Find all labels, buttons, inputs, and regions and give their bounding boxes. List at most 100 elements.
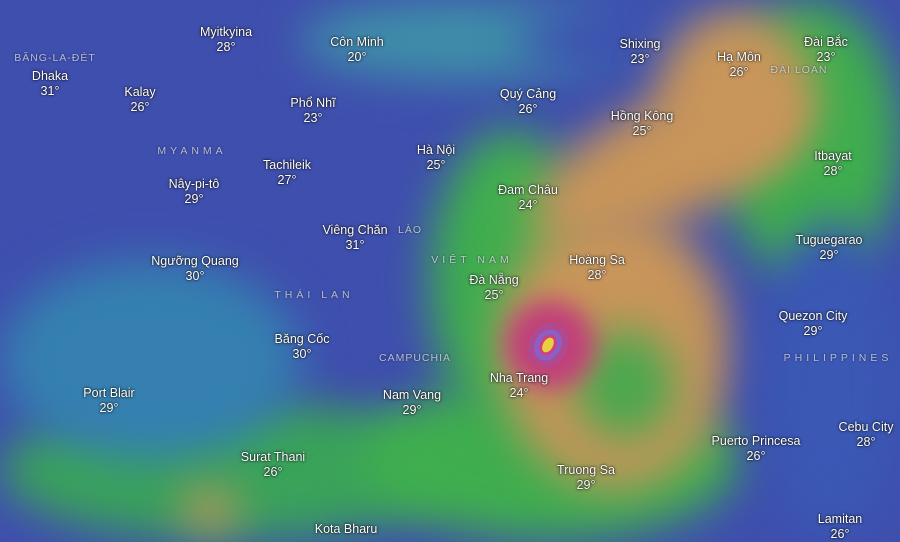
city-temperature: 27°: [277, 173, 297, 187]
country-label: PHILIPPINES: [783, 352, 893, 364]
city-label[interactable]: Myitkyina 28°: [200, 25, 252, 55]
city-label[interactable]: Nây-pi-tô 29°: [169, 177, 220, 207]
city-temperature: 25°: [632, 124, 652, 138]
city-label[interactable]: Viêng Chăn 31°: [322, 223, 387, 253]
city-name: Hoàng Sa: [569, 253, 625, 267]
city-temperature: 31°: [40, 84, 60, 98]
city-temperature: 28°: [216, 40, 236, 54]
heat-layer: [660, 10, 810, 170]
city-name: Hạ Môn: [717, 50, 761, 64]
country-label: ĐÀI LOAN: [770, 64, 828, 76]
city-label[interactable]: Puerto Princesa 26°: [712, 434, 801, 464]
country-label: CAMPUCHIA: [378, 352, 452, 364]
city-label[interactable]: Đà Nẵng 25°: [469, 273, 518, 303]
city-name: Hà Nội: [416, 143, 456, 157]
country-label: BĂNG-LA-ĐÉT: [14, 52, 96, 64]
city-temperature: 23°: [630, 52, 650, 66]
country-label: THÁI LAN: [274, 289, 354, 301]
city-temperature: 25°: [484, 288, 504, 302]
city-name: Tuguegarao: [795, 233, 863, 247]
city-label[interactable]: Cebu City 28°: [839, 420, 894, 450]
city-name: Shixing: [619, 37, 661, 51]
city-name: Nây-pi-tô: [168, 177, 220, 191]
city-temperature: 23°: [303, 111, 323, 125]
city-label[interactable]: Tachileik 27°: [263, 158, 311, 188]
country-label: LÀO: [397, 224, 423, 236]
city-temperature: 24°: [509, 386, 529, 400]
city-name: Kalay: [124, 85, 156, 99]
city-label[interactable]: Đài Bắc 23°: [804, 35, 848, 65]
city-name: Dhaka: [31, 69, 69, 83]
city-label[interactable]: Hạ Môn 26°: [717, 50, 761, 80]
city-label[interactable]: Băng Cốc 30°: [275, 332, 330, 362]
city-temperature: 26°: [830, 527, 850, 541]
city-name: Đài Bắc: [804, 35, 848, 49]
city-label[interactable]: Hồng Kông 25°: [611, 109, 674, 139]
city-name: Lamitan: [817, 512, 863, 526]
city-name: Nam Vang: [382, 388, 442, 402]
city-label[interactable]: Itbayat 28°: [814, 149, 852, 179]
city-label[interactable]: Hà Nội 25°: [417, 143, 455, 173]
heat-layer: [180, 490, 240, 530]
city-name: Surat Thani: [240, 450, 306, 464]
city-label[interactable]: Côn Minh 20°: [330, 35, 384, 65]
city-label[interactable]: Dhaka 31°: [32, 69, 68, 99]
city-name: Quý Cảng: [499, 87, 557, 101]
city-temperature: 29°: [803, 324, 823, 338]
city-name: Hồng Kông: [610, 109, 674, 123]
city-name: Tachileik: [263, 158, 311, 172]
city-temperature: 26°: [746, 449, 766, 463]
city-label[interactable]: Surat Thani 26°: [241, 450, 305, 480]
city-temperature: 31°: [345, 238, 365, 252]
city-temperature: 26°: [518, 102, 538, 116]
city-name: Viêng Chăn: [322, 223, 388, 237]
city-name: Puerto Princesa: [711, 434, 801, 448]
city-label[interactable]: Quý Cảng 26°: [500, 87, 556, 117]
city-label[interactable]: Nha Trang 24°: [490, 371, 548, 401]
city-label[interactable]: Phổ Nhĩ 23°: [290, 96, 335, 126]
city-label[interactable]: Đam Châu 24°: [498, 183, 558, 213]
city-temperature: 25°: [426, 158, 446, 172]
city-name: Côn Minh: [330, 35, 384, 49]
city-name: Port Blair: [83, 386, 135, 400]
city-name: Phổ Nhĩ: [290, 96, 336, 110]
city-temperature: 24°: [518, 198, 538, 212]
city-temperature: 30°: [292, 347, 312, 361]
city-name: Quezon City: [778, 309, 848, 323]
city-label[interactable]: Nam Vang 29°: [383, 388, 441, 418]
city-label[interactable]: Shixing 23°: [620, 37, 661, 67]
city-label[interactable]: Quezon City 29°: [779, 309, 848, 339]
heat-layer: [760, 220, 900, 540]
city-temperature: 26°: [729, 65, 749, 79]
city-name: Cebu City: [838, 420, 894, 434]
city-name: Nha Trang: [489, 371, 549, 385]
city-temperature: 28°: [587, 268, 607, 282]
city-label[interactable]: Lamitan 26°: [818, 512, 862, 542]
city-temperature: 29°: [576, 478, 596, 492]
city-temperature: 29°: [184, 192, 204, 206]
city-name: Đà Nẵng: [469, 273, 519, 287]
city-label[interactable]: Truong Sa 29°: [557, 463, 615, 493]
city-temperature: 29°: [402, 403, 422, 417]
city-temperature: 28°: [823, 164, 843, 178]
city-temperature: 28°: [856, 435, 876, 449]
city-label[interactable]: Tuguegarao 29°: [796, 233, 863, 263]
city-label[interactable]: Kota Bharu: [315, 522, 378, 537]
city-name: Băng Cốc: [274, 332, 330, 346]
city-name: Truong Sa: [557, 463, 615, 477]
country-label: VIỆT NAM: [431, 254, 513, 266]
city-temperature: 26°: [130, 100, 150, 114]
city-name: Itbayat: [814, 149, 852, 163]
city-label[interactable]: Kalay 26°: [124, 85, 155, 115]
city-label[interactable]: Port Blair 29°: [83, 386, 134, 416]
city-label[interactable]: Ngưỡng Quang 30°: [151, 254, 238, 284]
heat-layer: [0, 260, 300, 460]
city-temperature: 29°: [819, 248, 839, 262]
city-name: Kota Bharu: [314, 522, 378, 536]
city-name: Đam Châu: [498, 183, 558, 197]
city-temperature: 26°: [263, 465, 283, 479]
city-temperature: 20°: [347, 50, 367, 64]
city-label[interactable]: Hoàng Sa 28°: [569, 253, 625, 283]
city-name: Myitkyina: [199, 25, 253, 39]
